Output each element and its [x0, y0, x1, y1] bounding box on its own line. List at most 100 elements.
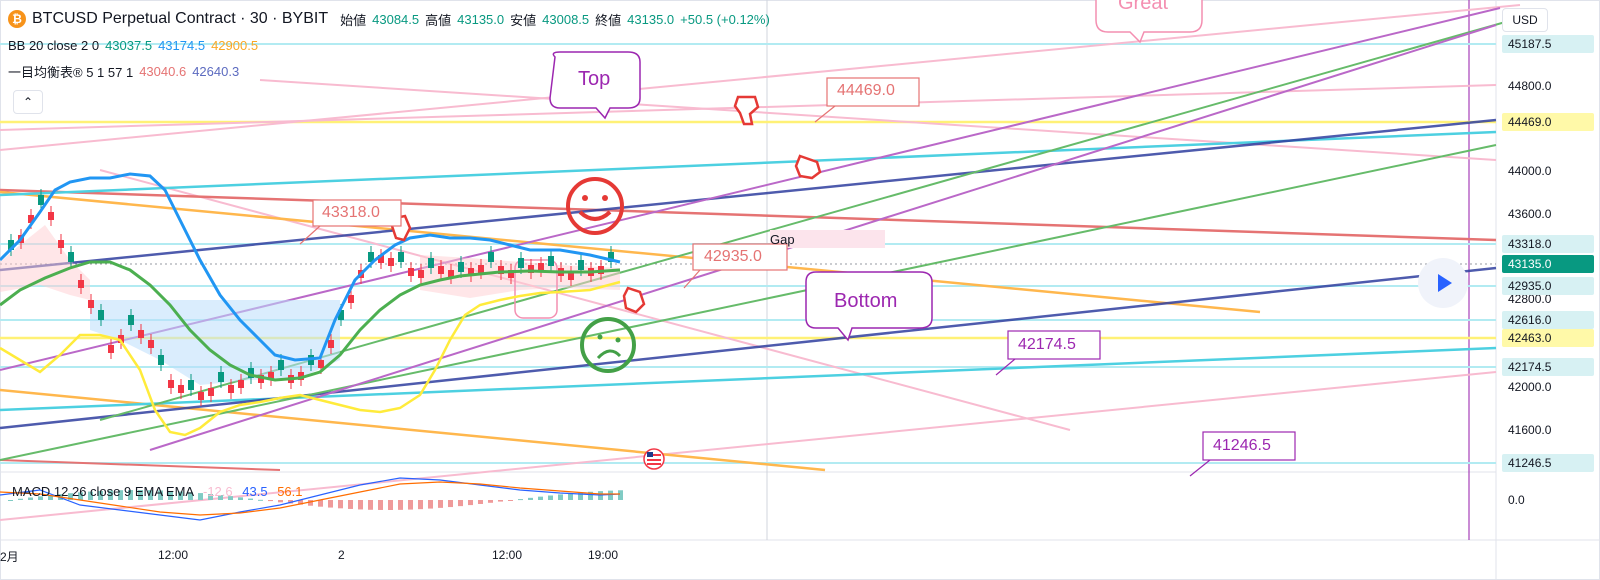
symbol-title[interactable]: BTCUSD Perpetual Contract · 30 · BYBIT — [32, 10, 329, 27]
macd-line — [0, 477, 621, 521]
candle-body — [158, 355, 164, 365]
macd-histogram-bar — [398, 500, 403, 510]
macd-histogram-bar — [348, 500, 353, 509]
us-flag-event-icon[interactable] — [643, 448, 665, 470]
top-callout-bubble[interactable] — [549, 51, 641, 120]
macd-histogram-bar — [278, 500, 283, 503]
price-callout-42174-text: 42174.5 — [1018, 336, 1076, 353]
macd-histogram — [8, 490, 623, 510]
macd-histogram-bar — [458, 500, 463, 507]
chevron-up-icon: ⌃ — [22, 95, 34, 109]
macd-signal-line — [0, 481, 620, 516]
macd-histogram-bar — [68, 493, 73, 500]
macd-histogram-bar — [78, 492, 83, 500]
candle-body — [448, 270, 454, 278]
macd-histogram-bar — [428, 500, 433, 509]
price-tag: 43135.0 — [1502, 255, 1594, 273]
candle-body — [198, 392, 204, 400]
candle-body — [438, 266, 444, 274]
macd-legend[interactable]: MACD 12 26 close 9 EMA EMA -12.6 43.5 56… — [12, 484, 303, 499]
price-tag: 42935.0 — [1502, 277, 1594, 295]
macd-value-3: 56.1 — [277, 484, 303, 499]
price-callout-42174[interactable] — [1007, 330, 1101, 360]
candle-body — [528, 265, 534, 273]
bb-value-1: 43037.5 — [105, 37, 153, 53]
candle-body — [238, 380, 244, 388]
candle-body — [458, 262, 464, 272]
ichimoku-cloud-red — [0, 225, 90, 300]
macd-histogram-bar — [198, 493, 203, 500]
macd-histogram-bar — [358, 500, 363, 510]
candle-body — [58, 240, 64, 248]
candle-body — [148, 340, 154, 348]
candle-body — [38, 195, 44, 205]
sad-face-icon[interactable] — [580, 317, 636, 373]
price-tag: 43318.0 — [1502, 235, 1594, 253]
macd-histogram-bar — [258, 499, 263, 501]
collapse-legend-button[interactable]: ⌃ — [13, 90, 43, 114]
macd-histogram-bar — [558, 494, 563, 500]
macd-histogram-bar — [308, 500, 313, 506]
candle-body — [478, 265, 484, 273]
macd-histogram-bar — [468, 500, 473, 506]
candle-body — [228, 385, 234, 393]
macd-histogram-bar — [618, 490, 623, 500]
great-callout-bubble[interactable] — [1095, 0, 1203, 44]
open-label: 始値 — [340, 12, 367, 28]
candle-body — [8, 240, 14, 250]
macd-histogram-bar — [268, 500, 273, 502]
symbol-legend-row[interactable]: ₿ BTCUSD Perpetual Contract · 30 · BYBIT… — [8, 6, 770, 32]
candle-body — [398, 252, 404, 262]
macd-histogram-bar — [328, 500, 333, 508]
macd-histogram-bar — [288, 500, 293, 504]
macd-histogram-bar — [608, 490, 613, 500]
macd-histogram-bar — [388, 500, 393, 510]
price-candles — [8, 189, 614, 406]
price-callout-43318[interactable] — [312, 199, 402, 227]
macd-histogram-bar — [228, 496, 233, 500]
candle-body — [188, 380, 194, 390]
price-axis-label: 44800.0 — [1508, 79, 1552, 93]
candle-body — [568, 272, 574, 280]
price-tag: 44469.0 — [1502, 113, 1594, 131]
macd-histogram-bar — [208, 494, 213, 500]
change-value: +50.5 (+0.12%) — [680, 11, 770, 27]
macd-histogram-bar — [478, 500, 483, 504]
price-callout-41246-text: 41246.5 — [1213, 437, 1271, 454]
happy-face-icon[interactable] — [566, 177, 624, 235]
candle-body — [248, 368, 254, 378]
candle-body — [518, 258, 524, 268]
ichimoku-cloud-blue — [90, 300, 340, 385]
bottom-callout-bubble[interactable] — [805, 271, 933, 342]
price-axis-label: 41600.0 — [1508, 423, 1552, 437]
macd-histogram-bar — [588, 491, 593, 500]
macd-histogram-bar — [238, 497, 243, 500]
bb-lower-line — [0, 280, 621, 437]
candle-body — [488, 252, 494, 262]
macd-histogram-bar — [338, 500, 343, 509]
candle-body — [338, 310, 344, 320]
macd-histogram-bar — [158, 490, 163, 500]
macd-histogram-bar — [218, 495, 223, 500]
price-callout-41246[interactable] — [1202, 431, 1296, 461]
gap-zone[interactable] — [770, 230, 885, 248]
time-axis-label: 19:00 — [588, 548, 619, 562]
macd-histogram-bar — [488, 500, 493, 503]
price-callout-42935[interactable] — [692, 243, 788, 271]
macd-histogram-bar — [178, 491, 183, 500]
replay-play-button[interactable] — [1418, 258, 1468, 308]
bb-legend-row[interactable]: BB 20 close 2 0 43037.5 43174.5 42900.5 — [8, 32, 770, 58]
candle-body — [378, 255, 384, 263]
trend-lines[interactable] — [0, 4, 1531, 521]
candle-body — [408, 268, 414, 276]
candle-body — [68, 252, 74, 262]
price-callout-44469[interactable] — [826, 77, 920, 107]
chart-legend: ₿ BTCUSD Perpetual Contract · 30 · BYBIT… — [8, 6, 770, 84]
ichimoku-legend-row[interactable]: 一目均衡表® 5 1 57 1 43040.6 42640.3 — [8, 58, 770, 84]
macd-value-2: 43.5 — [242, 484, 268, 499]
macd-histogram-bar — [538, 496, 543, 500]
candle-body — [168, 380, 174, 388]
highlight-box[interactable] — [514, 259, 558, 319]
currency-selector[interactable]: USD — [1502, 8, 1548, 32]
